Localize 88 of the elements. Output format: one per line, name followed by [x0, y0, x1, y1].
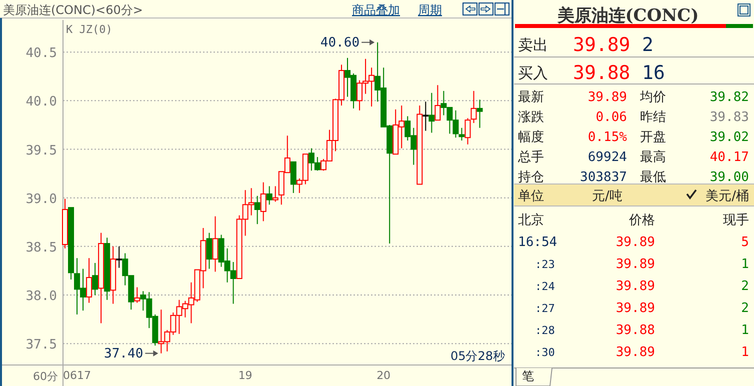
text: 0.15% — [588, 130, 628, 145]
candlestick — [206, 232, 212, 270]
text: 39.00 — [710, 170, 749, 185]
text: 元/吨 — [592, 189, 622, 204]
text: 2 — [741, 301, 749, 316]
text: 最低 — [640, 170, 666, 185]
text: 1 — [741, 345, 749, 360]
text: 2 — [741, 279, 749, 294]
text: :30 — [535, 346, 555, 359]
text: :27 — [535, 302, 555, 315]
text: 5 — [741, 235, 749, 250]
text: 39.89 — [588, 90, 627, 105]
text: 39.89 — [616, 345, 655, 360]
y-tick-label: 40.5 — [26, 46, 57, 62]
candlestick — [290, 161, 296, 194]
text: :23 — [535, 258, 555, 271]
candlestick — [116, 246, 122, 268]
text: 单位 — [518, 189, 544, 204]
text: 周期 — [418, 3, 442, 17]
candlestick — [86, 258, 92, 304]
x-tick-label: 20 — [376, 369, 391, 382]
annotation: 40.60 — [320, 35, 360, 50]
candlestick — [134, 286, 140, 304]
candlestick — [422, 101, 429, 132]
annotation: K JZ(0) — [66, 23, 112, 36]
text: 39.82 — [710, 90, 749, 105]
text: 0.06 — [596, 110, 627, 125]
text: 现手 — [723, 213, 749, 228]
text: 39.89 — [616, 301, 655, 316]
text: 16:54 — [518, 235, 558, 250]
y-tick-label: 38.5 — [26, 240, 57, 256]
candlestick — [266, 186, 272, 206]
text: 39.89 — [616, 235, 655, 250]
x-tick-label: 19 — [238, 369, 252, 382]
text: 卖出 — [518, 36, 548, 54]
text: 39.83 — [710, 110, 749, 125]
text: 买入 — [518, 64, 548, 82]
candlestick — [470, 90, 477, 124]
annotation: 37.40 — [104, 346, 144, 362]
text: 1 — [741, 323, 749, 338]
x-tick-label: 0617 — [63, 369, 92, 382]
text: 40.17 — [710, 150, 749, 165]
text: 最新 — [518, 90, 544, 105]
text: 39.89 — [573, 34, 630, 56]
text: 303837 — [580, 170, 627, 185]
text: 持仓 — [518, 170, 544, 185]
candlestick — [272, 186, 278, 202]
text: 16 — [642, 62, 665, 84]
text: 60分 — [33, 370, 58, 383]
text: 价格 — [628, 213, 655, 228]
text: 69924 — [588, 150, 628, 165]
text: :28 — [535, 324, 555, 337]
candlestick — [458, 127, 465, 142]
text: 均价 — [639, 90, 666, 105]
text: 开盘 — [640, 130, 666, 145]
candlestick — [476, 99, 483, 128]
text: 39.02 — [710, 130, 749, 145]
candlestick — [92, 262, 98, 296]
candlestick — [428, 92, 435, 134]
candlestick — [260, 182, 266, 222]
y-tick-label: 39.0 — [26, 192, 57, 207]
y-tick-label: 39.5 — [26, 143, 57, 158]
annotation: 05分28秒 — [450, 349, 505, 363]
candlestick — [254, 195, 260, 225]
text: 1 — [741, 257, 749, 272]
text: 39.89 — [616, 279, 655, 294]
text: 39.88 — [573, 62, 630, 84]
y-tick-label: 37.5 — [26, 338, 57, 353]
chart-title: 美原油连(CONC)<60分> — [3, 3, 143, 17]
text: 总手 — [517, 150, 544, 165]
text: 39.88 — [616, 323, 655, 338]
candlestick — [212, 216, 218, 272]
text: 2 — [642, 34, 654, 56]
text: :24 — [535, 280, 556, 293]
y-tick-label: 40.0 — [26, 94, 57, 110]
text: 幅度 — [518, 129, 544, 145]
text: 商品叠加 — [352, 3, 400, 17]
text: 39.89 — [616, 257, 655, 272]
text: 笔 — [522, 369, 534, 383]
text: 美原油连(CONC) — [556, 6, 699, 26]
text: 最高 — [640, 149, 666, 165]
text: 美元/桶 — [706, 188, 749, 204]
candlestick — [464, 118, 471, 145]
text: 昨结 — [640, 110, 666, 125]
text: 涨跌 — [518, 110, 544, 125]
y-tick-label: 38.0 — [26, 289, 57, 304]
candlestick — [434, 84, 441, 121]
text: 北京 — [518, 213, 544, 228]
